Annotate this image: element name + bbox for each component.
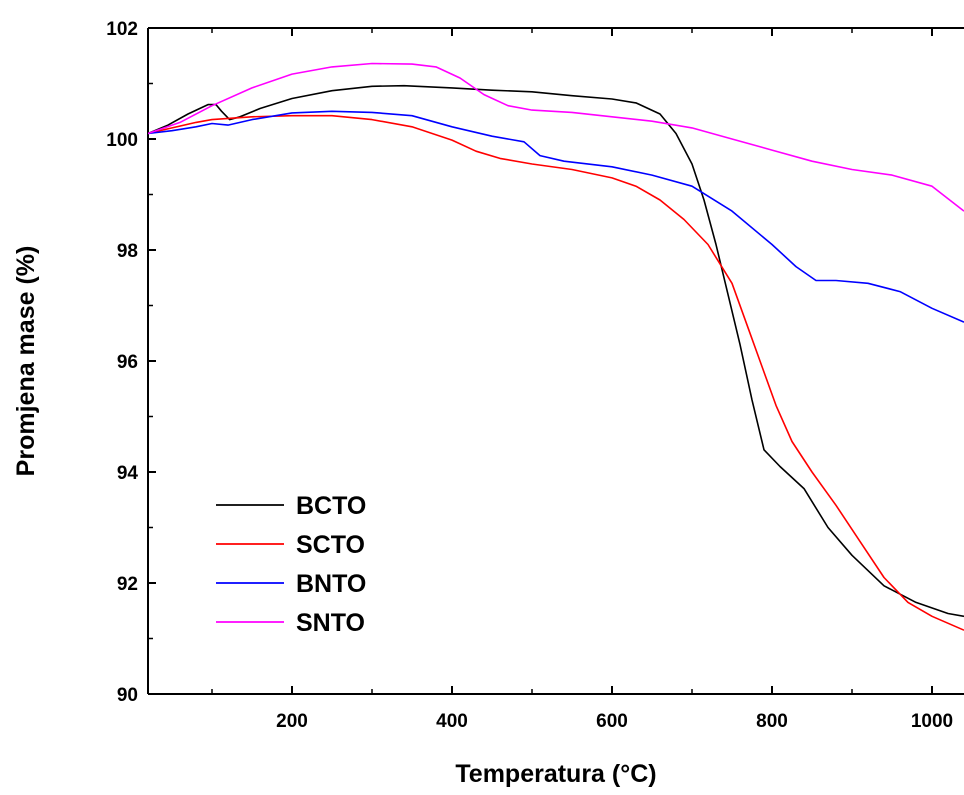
series-line-scto [148, 114, 964, 631]
legend-label-bnto: BNTO [296, 570, 366, 598]
legend: BCTO SCTO BNTO SNTO [216, 492, 366, 637]
y-tick-label: 98 [117, 241, 138, 262]
legend-label-bcto: BCTO [296, 492, 366, 520]
y-tick-label: 102 [106, 19, 138, 40]
y-tick-label: 90 [117, 685, 138, 706]
y-tick-label: 96 [117, 352, 138, 373]
axes: 90 92 94 96 98 100 102 200 400 600 800 1000 [106, 19, 964, 732]
series-line-snto [148, 62, 964, 212]
x-tick-label: 400 [436, 711, 468, 732]
series-layer [148, 62, 964, 631]
y-tick-label: 94 [117, 463, 139, 484]
legend-label-snto: SNTO [296, 609, 365, 637]
x-tick-label: 200 [276, 711, 308, 732]
y-tick-label: 100 [106, 130, 138, 151]
y-tick-label: 92 [117, 574, 138, 595]
legend-label-scto: SCTO [296, 531, 365, 559]
y-axis-title: Promjena mase (%) [12, 246, 40, 477]
x-tick-label: 800 [756, 711, 788, 732]
x-tick-label: 1000 [911, 711, 953, 732]
x-tick-label: 600 [596, 711, 628, 732]
x-axis-title: Temperatura (°C) [455, 760, 656, 788]
series-line-bcto [148, 84, 964, 618]
series-line-bnto [148, 110, 964, 323]
